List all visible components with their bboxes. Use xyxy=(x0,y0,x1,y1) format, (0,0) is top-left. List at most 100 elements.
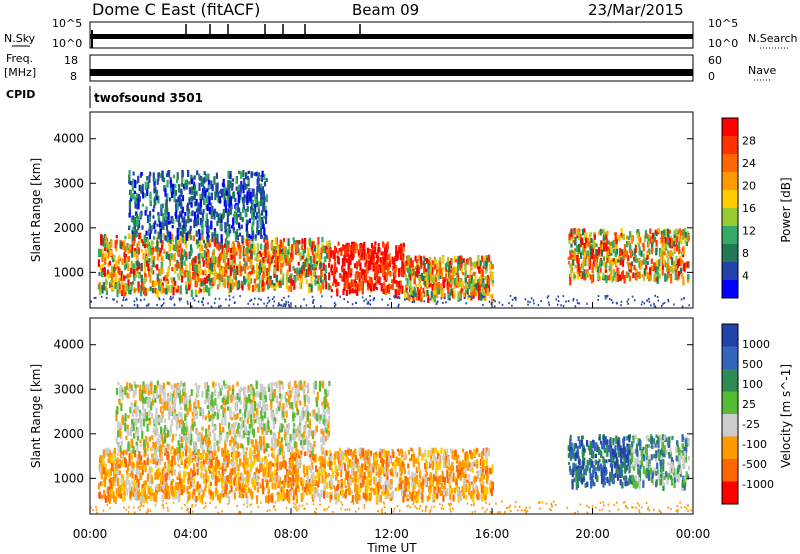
data-cell xyxy=(137,468,140,475)
data-cell xyxy=(206,227,209,233)
data-cell xyxy=(303,259,306,265)
data-cell xyxy=(329,285,332,290)
data-cell xyxy=(626,300,628,303)
data-cell xyxy=(598,262,602,268)
data-cell xyxy=(228,294,231,297)
data-cell xyxy=(334,284,337,288)
data-cell xyxy=(147,246,150,254)
data-cell xyxy=(265,196,268,201)
data-cell xyxy=(402,243,405,248)
data-cell xyxy=(160,286,163,295)
data-cell xyxy=(383,243,386,248)
data-cell xyxy=(305,278,308,285)
data-cell xyxy=(299,252,302,259)
data-cell xyxy=(325,245,328,250)
data-cell xyxy=(136,254,139,262)
data-cell xyxy=(608,256,611,263)
data-cell xyxy=(576,229,579,236)
data-cell xyxy=(106,269,110,275)
data-cell xyxy=(176,267,179,271)
data-cell xyxy=(628,264,631,270)
data-cell xyxy=(360,468,363,477)
data-cell xyxy=(142,278,145,287)
data-cell xyxy=(194,275,197,284)
data-cell xyxy=(233,250,236,258)
data-cell xyxy=(140,473,143,480)
data-cell xyxy=(383,459,386,464)
colorbar-segment xyxy=(722,208,738,227)
data-cell xyxy=(109,272,112,278)
data-cell xyxy=(277,253,280,259)
data-cell xyxy=(401,260,404,269)
data-cell xyxy=(440,297,443,300)
data-cell xyxy=(269,460,272,468)
data-cell xyxy=(185,242,188,249)
data-cell xyxy=(217,195,220,203)
data-cell xyxy=(461,281,464,289)
data-cell xyxy=(149,466,152,475)
data-cell xyxy=(343,256,347,262)
data-cell xyxy=(420,272,424,278)
data-cell xyxy=(229,196,233,205)
data-cell xyxy=(429,268,432,273)
nsky-tick-bottom: 10^0 xyxy=(52,37,82,50)
data-cell xyxy=(323,450,327,459)
data-cell xyxy=(331,270,334,276)
data-cell xyxy=(148,487,151,495)
data-cell xyxy=(192,297,194,300)
data-cell xyxy=(356,270,359,278)
data-cell xyxy=(382,488,385,496)
data-cell xyxy=(180,456,183,462)
data-cell xyxy=(126,473,129,478)
data-cell xyxy=(221,188,224,196)
data-cell xyxy=(167,285,170,293)
data-cell xyxy=(316,254,319,259)
data-cell xyxy=(98,492,101,498)
data-cell xyxy=(437,274,440,281)
data-cell xyxy=(192,272,195,280)
data-cell xyxy=(309,458,312,462)
data-cell xyxy=(209,482,212,486)
data-cell xyxy=(597,272,600,281)
data-cell xyxy=(402,253,405,257)
data-cell xyxy=(627,262,630,267)
data-cell xyxy=(425,272,428,278)
data-cell xyxy=(473,448,476,457)
data-cell xyxy=(129,284,132,290)
data-cell xyxy=(180,275,184,283)
data-cell xyxy=(383,275,386,281)
data-cell xyxy=(220,188,223,194)
data-cell xyxy=(230,485,233,493)
data-cell xyxy=(570,243,573,248)
data-cell xyxy=(302,271,305,276)
data-cell xyxy=(309,255,312,261)
data-cell xyxy=(222,277,225,287)
data-cell xyxy=(226,195,229,204)
data-cell xyxy=(317,480,320,488)
data-cell xyxy=(313,259,316,268)
data-cell xyxy=(444,490,447,497)
data-cell xyxy=(635,268,638,274)
data-cell xyxy=(423,257,426,262)
data-cell xyxy=(220,270,223,275)
data-cell xyxy=(393,276,396,284)
data-cell xyxy=(322,245,325,254)
data-cell xyxy=(466,258,469,265)
data-cell xyxy=(319,285,323,294)
data-cell xyxy=(477,291,481,297)
data-cell xyxy=(153,188,156,194)
data-cell xyxy=(448,279,451,288)
data-cell xyxy=(294,276,297,283)
data-cell xyxy=(581,237,584,245)
data-cell xyxy=(364,450,367,454)
data-cell xyxy=(668,250,671,258)
data-cell xyxy=(114,272,118,281)
data-cell xyxy=(311,245,314,250)
data-cell xyxy=(132,171,135,176)
data-cell xyxy=(619,258,622,266)
data-cell xyxy=(372,245,375,251)
data-cell xyxy=(402,493,405,503)
data-cell xyxy=(140,299,142,302)
data-cell xyxy=(257,475,260,480)
data-cell xyxy=(465,302,468,305)
